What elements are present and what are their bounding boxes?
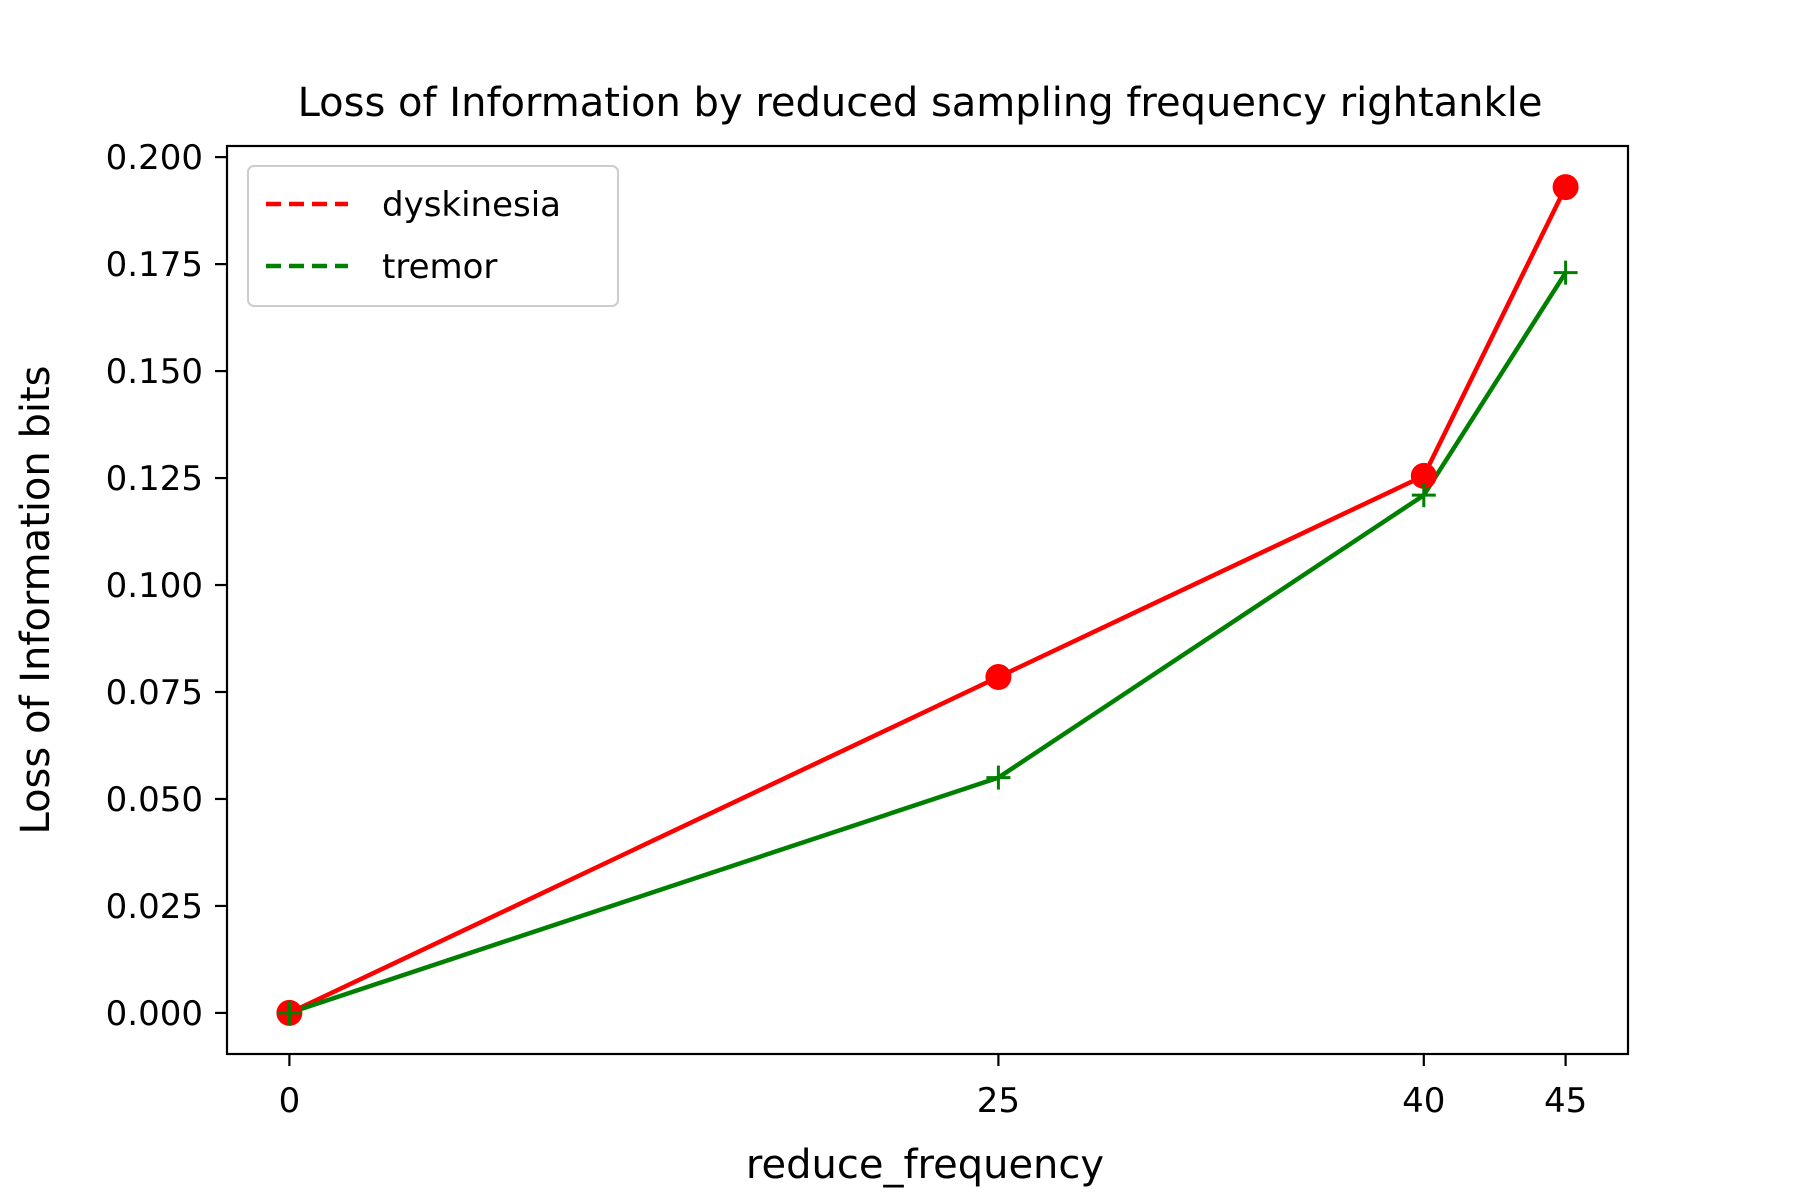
y-tick-label: 0.125 [106, 459, 203, 499]
x-tick-label: 45 [1544, 1081, 1587, 1121]
y-tick-label: 0.050 [106, 780, 203, 820]
data-point-tremor [1411, 483, 1436, 508]
y-tick-label: 0.075 [106, 673, 203, 713]
data-point-dyskinesia [1552, 174, 1579, 201]
data-point-tremor [986, 765, 1011, 790]
data-point-dyskinesia [1410, 462, 1437, 489]
y-tick-label: 0.000 [106, 994, 203, 1034]
x-tick-label: 40 [1402, 1081, 1445, 1121]
y-tick-label: 0.175 [106, 245, 203, 285]
data-point-tremor [277, 1000, 302, 1025]
y-tick-label: 0.200 [106, 138, 203, 178]
y-tick-label: 0.150 [106, 352, 203, 392]
y-tick-label: 0.100 [106, 566, 203, 606]
x-tick-label: 25 [977, 1081, 1020, 1121]
series-line-dyskinesia [288, 186, 1568, 1015]
legend-box [247, 165, 619, 307]
y-tick-label: 0.025 [106, 887, 203, 927]
chart-title: Loss of Information by reduced sampling … [298, 80, 1543, 126]
plot-frame [225, 144, 1630, 1056]
legend-label-tremor: tremor [382, 247, 497, 287]
x-axis-label: reduce_frequency [746, 1142, 1104, 1188]
plot-area: 0.000 0.025 0.050 0.075 0.100 0.125 0.150 0.175… [106, 138, 1630, 1121]
series-line-tremor [288, 271, 1568, 1016]
y-axis-label: Loss of Information bits [13, 365, 59, 834]
data-point-tremor [1553, 260, 1578, 285]
data-point-dyskinesia [985, 664, 1012, 691]
legend-label-dyskinesia: dyskinesia [382, 185, 561, 225]
legend: dyskinesia tremor [247, 165, 619, 307]
x-tick-label: 0 [279, 1081, 301, 1121]
